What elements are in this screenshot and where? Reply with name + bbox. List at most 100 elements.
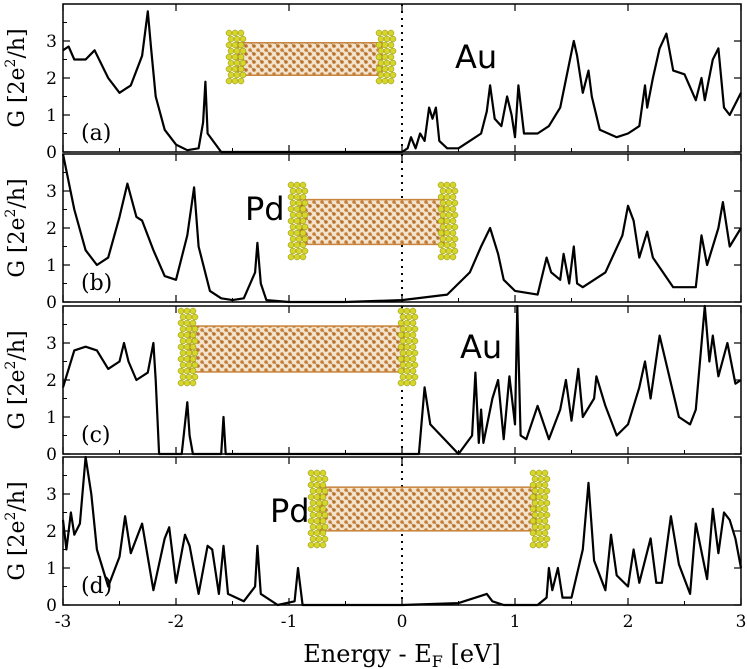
contact-atom (375, 77, 383, 85)
contact-atom (287, 229, 295, 237)
contact-atom (389, 35, 397, 43)
contact-atom (313, 481, 321, 489)
contact-atom (531, 475, 539, 483)
x-tick-label: 1 (510, 612, 521, 632)
y-tick-label: 1 (46, 256, 57, 276)
y-tick-label: 1 (46, 559, 57, 579)
contact-atom (439, 199, 447, 207)
y-tick-label: 1 (46, 408, 57, 428)
contact-atom (543, 523, 551, 531)
contact-atom (537, 511, 545, 519)
contact-atom (225, 41, 233, 49)
contact-atom (315, 475, 323, 483)
contact-atom (183, 355, 191, 363)
panel-c: 0 1 2 3 Au (c) (46, 304, 742, 465)
contact-atom (403, 331, 411, 339)
y-tick-label: 2 (46, 371, 57, 391)
contact-atom (185, 361, 193, 369)
contact-atom (321, 523, 329, 531)
contact-atom (531, 523, 539, 531)
contact-atom (399, 337, 407, 345)
contact-atom (319, 529, 327, 537)
contact-atom (451, 211, 459, 219)
x-tick-label: 0 (397, 612, 408, 632)
contact-atom (411, 373, 419, 381)
contact-atom (437, 217, 445, 225)
contact-atom (389, 47, 397, 55)
contact-atom (409, 331, 417, 339)
contact-atom (225, 65, 233, 73)
y-tick-label: 1 (46, 106, 57, 126)
contact-atom (293, 229, 301, 237)
x-tick-label: 2 (623, 612, 634, 632)
contact-atom (319, 541, 327, 549)
contact-atom (177, 319, 185, 327)
contact-atom (405, 337, 413, 345)
contact-atom (307, 529, 315, 537)
contact-atom (375, 29, 383, 37)
contact-atom (405, 361, 413, 369)
contact-atom (321, 535, 329, 543)
contact-atom (535, 493, 543, 501)
contact-atom (309, 487, 317, 495)
contact-atom (237, 41, 245, 49)
contact-atom (227, 35, 235, 43)
contact-atom (451, 247, 459, 255)
contact-atom (183, 307, 191, 315)
contact-atom (293, 217, 301, 225)
contact-atom (233, 35, 241, 43)
left-contact (225, 29, 247, 85)
contact-atom (537, 535, 545, 543)
contact-atom (189, 331, 197, 339)
contact-atom (409, 319, 417, 327)
contact-atom (313, 529, 321, 537)
contact-atom (541, 469, 549, 477)
contact-atom (227, 47, 235, 55)
contact-atom (295, 211, 303, 219)
contact-atom (177, 331, 185, 339)
contact-atom (411, 313, 419, 321)
nanotube (189, 325, 405, 373)
contact-atom (183, 319, 191, 327)
contact-atom (191, 313, 199, 321)
contact-atom (315, 487, 323, 495)
contact-atom (183, 331, 191, 339)
contact-atom (289, 235, 297, 243)
contact-atom (321, 511, 329, 519)
contact-atom (299, 193, 307, 201)
contact-atom (535, 505, 543, 513)
contact-atom (543, 535, 551, 543)
contact-atom (227, 71, 235, 79)
contact-atom (389, 71, 397, 79)
left-contact (177, 307, 199, 387)
contact-atom (529, 493, 537, 501)
contact-atom (191, 373, 199, 381)
contact-atom (237, 65, 245, 73)
contact-atom (409, 343, 417, 351)
nanotube-junction-sketch (177, 307, 419, 387)
y-tick-label: 3 (46, 182, 57, 202)
contact-atom (443, 241, 451, 249)
contact-atom (377, 47, 385, 55)
contact-atom (225, 29, 233, 37)
nanotube (319, 486, 537, 532)
contact-atom (233, 47, 241, 55)
contact-atom (439, 187, 447, 195)
contact-atom (239, 47, 247, 55)
contact-atom (231, 41, 239, 49)
contact-atom (189, 379, 197, 387)
contact-atom (403, 367, 411, 375)
contact-atom (399, 373, 407, 381)
contact-atom (233, 71, 241, 79)
nanotube-junction-sketch (287, 181, 459, 261)
y-tick-label: 2 (46, 522, 57, 542)
contact-atom (405, 325, 413, 333)
x-axis-label: Energy - EF [eV] (303, 640, 500, 669)
contact-atom (293, 193, 301, 201)
contact-atom (293, 253, 301, 261)
contact-atom (191, 325, 199, 333)
contact-atom (185, 349, 193, 357)
contact-atom (445, 223, 453, 231)
contact-atom (437, 241, 445, 249)
